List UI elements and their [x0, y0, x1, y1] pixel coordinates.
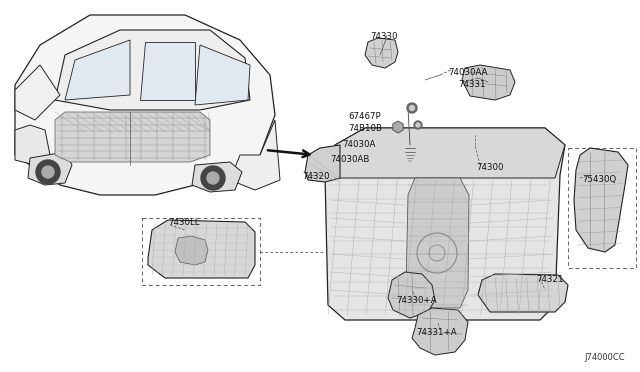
Polygon shape: [305, 145, 340, 182]
Text: 7430LL: 7430LL: [168, 218, 200, 227]
Polygon shape: [15, 65, 60, 120]
Text: J74000CC: J74000CC: [584, 353, 625, 362]
Text: 74030AB: 74030AB: [330, 155, 369, 164]
Polygon shape: [55, 30, 250, 110]
Text: 74331+A: 74331+A: [416, 328, 456, 337]
Text: 74331: 74331: [458, 80, 486, 89]
Polygon shape: [412, 308, 468, 355]
Circle shape: [36, 160, 60, 184]
Text: 74300: 74300: [476, 163, 504, 172]
Polygon shape: [140, 42, 195, 100]
Text: 74321: 74321: [536, 275, 563, 284]
Polygon shape: [192, 162, 242, 192]
Polygon shape: [388, 272, 435, 318]
Circle shape: [207, 172, 219, 184]
Polygon shape: [28, 152, 72, 185]
Circle shape: [410, 106, 415, 110]
Polygon shape: [393, 121, 403, 133]
Circle shape: [201, 166, 225, 190]
Polygon shape: [65, 40, 130, 100]
Polygon shape: [15, 15, 275, 195]
Polygon shape: [462, 65, 515, 100]
Polygon shape: [406, 178, 469, 308]
Polygon shape: [175, 236, 208, 265]
Text: 67467P: 67467P: [348, 112, 381, 121]
Circle shape: [42, 166, 54, 178]
Polygon shape: [365, 38, 398, 68]
Polygon shape: [230, 120, 280, 190]
Bar: [568, 148, 636, 268]
Polygon shape: [148, 220, 255, 278]
Polygon shape: [335, 128, 565, 178]
Text: 74030A: 74030A: [342, 140, 376, 149]
Circle shape: [416, 123, 420, 127]
Polygon shape: [574, 148, 628, 252]
Text: 74320: 74320: [302, 172, 330, 181]
Polygon shape: [195, 45, 250, 105]
Circle shape: [407, 103, 417, 113]
Circle shape: [414, 121, 422, 129]
Polygon shape: [478, 274, 568, 312]
Text: 74B10B: 74B10B: [348, 124, 382, 133]
Text: 74030AA: 74030AA: [448, 68, 488, 77]
Bar: [142, 218, 260, 285]
Polygon shape: [55, 112, 210, 162]
Text: 74330: 74330: [370, 32, 397, 41]
Polygon shape: [325, 128, 565, 320]
Text: 74330+A: 74330+A: [396, 296, 436, 305]
Text: 75430Q: 75430Q: [582, 175, 616, 184]
Polygon shape: [15, 125, 50, 165]
